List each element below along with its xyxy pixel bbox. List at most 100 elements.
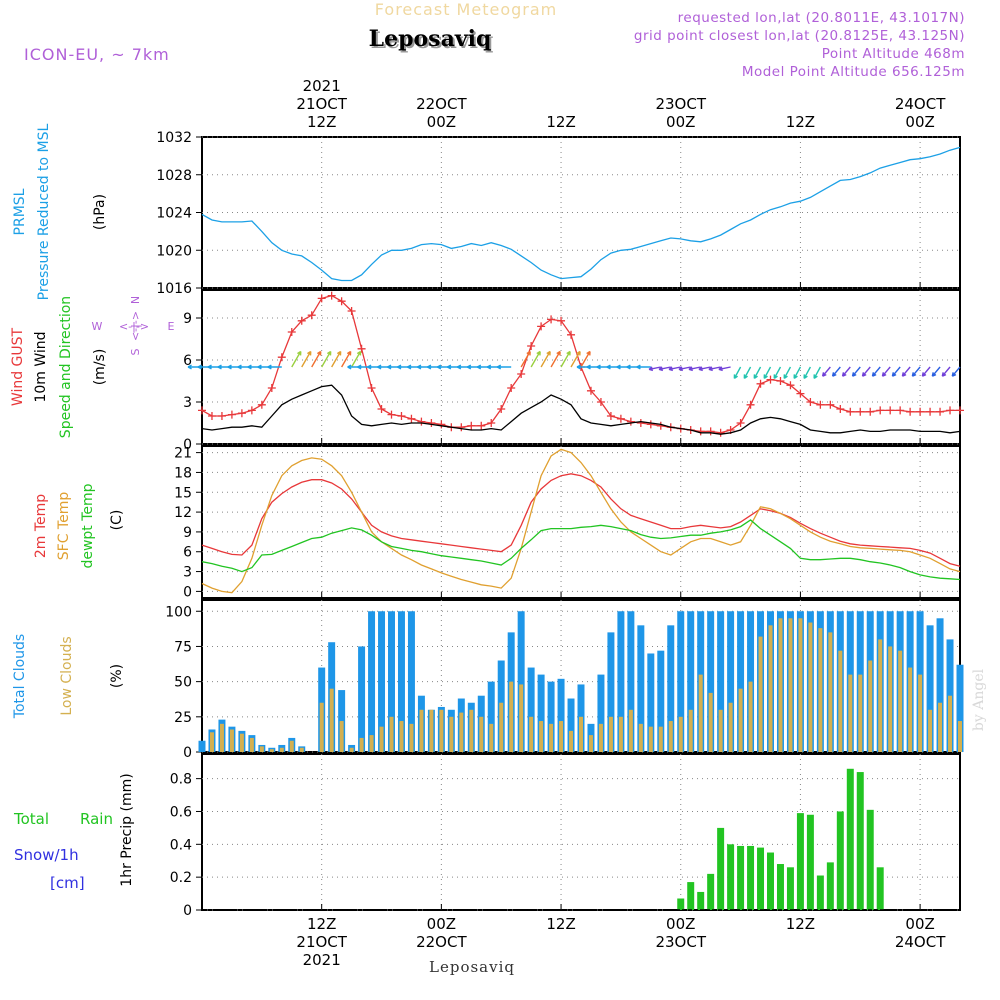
total-clouds-label: Total Clouds	[12, 634, 28, 719]
gust-marker	[596, 398, 605, 406]
gust-marker	[956, 406, 964, 415]
temperature-ytick-label: 21	[174, 446, 192, 462]
rain-bar	[747, 845, 755, 910]
total-clouds-bar	[687, 611, 695, 752]
wind-direction-arrow	[580, 350, 591, 368]
gust-marker	[497, 405, 506, 413]
low-clouds-bar	[798, 618, 803, 752]
wind-direction-arrow	[881, 366, 891, 377]
wind-direction-arrow	[921, 366, 931, 377]
low-clouds-bar	[898, 650, 903, 752]
low-clouds-bar	[668, 721, 673, 752]
gust-marker	[407, 414, 416, 423]
rain-bar	[806, 814, 814, 910]
rain-bar	[796, 813, 804, 910]
clouds-ytick-label: 25	[174, 710, 192, 726]
top-time-label: 12Z	[786, 113, 815, 131]
gust-marker	[786, 381, 795, 390]
gust-marker	[806, 398, 815, 406]
total-clouds-bar	[637, 625, 645, 752]
total-clouds-bar	[657, 650, 665, 752]
wind-direction-arrow	[570, 350, 581, 368]
wind-direction-arrow	[311, 350, 322, 368]
top-time-label: 12Z	[307, 113, 336, 131]
low-clouds-bar	[519, 684, 524, 752]
total-clouds-bar	[667, 625, 675, 752]
total-clouds-bar	[557, 678, 565, 752]
low-clouds-bar	[788, 618, 793, 752]
gust-marker	[517, 370, 526, 378]
low-clouds-bar	[738, 688, 743, 752]
total-clouds-bar	[677, 611, 685, 752]
temp-unit: (C)	[109, 510, 125, 531]
gust-marker	[217, 412, 226, 420]
rain-bar	[816, 875, 824, 910]
low-clouds-bar	[868, 660, 873, 752]
info-line-1: requested lon,lat (20.8011E, 43.1017N)	[678, 10, 965, 26]
low-clouds-bar	[359, 737, 364, 752]
info-line-2: grid point closest lon,lat (20.8125E, 43…	[634, 28, 965, 44]
gust-marker	[736, 419, 745, 427]
low-clouds-bar	[239, 733, 244, 752]
dewpt-temp-line	[201, 519, 961, 581]
bottom-time-label: 21OCT	[296, 933, 347, 951]
low-clouds-bar	[608, 716, 613, 752]
top-time-label: 21OCT	[296, 95, 347, 113]
gust-marker	[886, 406, 895, 415]
total-clouds-bar	[717, 611, 725, 752]
top-time-label: 2021	[303, 77, 341, 95]
total-clouds-bar	[368, 611, 376, 752]
low-clouds-bar	[658, 726, 663, 752]
low-clouds-bar	[509, 681, 514, 752]
top-time-label: 24OCT	[895, 95, 946, 113]
low-clouds-bar	[748, 681, 753, 752]
direction-horizontal-arrow: <-|->	[119, 320, 149, 333]
pressure-label-1: PRMSL	[12, 188, 28, 235]
total-clouds-bar	[487, 681, 495, 752]
wind-direction-arrow	[773, 366, 782, 379]
low-clouds-label: Low Clouds	[59, 636, 75, 715]
gust-marker	[876, 406, 885, 415]
gust-marker	[547, 315, 556, 324]
wind-unit: (m/s)	[92, 349, 108, 386]
low-clouds-bar	[948, 695, 953, 752]
wind-speed-dir-label: Speed and Direction	[58, 296, 74, 438]
total-clouds-bar	[397, 611, 405, 752]
wind-direction-arrow	[321, 350, 332, 368]
rain-bar	[786, 867, 794, 910]
total-clouds-bar	[378, 611, 386, 752]
gust-marker	[866, 407, 875, 416]
low-clouds-bar	[618, 716, 623, 752]
wind-direction-arrow	[821, 366, 831, 377]
total-clouds-bar	[537, 674, 545, 752]
wind-direction-arrow	[698, 366, 711, 372]
low-clouds-bar	[908, 667, 913, 752]
low-clouds-bar	[249, 737, 254, 752]
rain-bar	[757, 847, 765, 910]
gust-marker	[796, 389, 805, 398]
low-clouds-bar	[339, 721, 344, 752]
low-clouds-bar	[529, 716, 534, 752]
rain-bar	[687, 882, 695, 910]
gust-marker	[776, 377, 785, 385]
wind-direction-arrow	[648, 366, 661, 372]
gust-marker	[527, 342, 536, 350]
pressure-unit: (hPa)	[92, 194, 108, 230]
rain-bar	[836, 811, 844, 910]
low-clouds-bar	[918, 674, 923, 752]
direction-vertical-arrow: <-|->	[129, 311, 142, 341]
temperature-ytick-label: 6	[183, 545, 192, 561]
gust-marker	[297, 316, 306, 325]
temperature-ytick-label: 18	[174, 465, 192, 481]
low-clouds-bar	[479, 716, 484, 752]
low-clouds-bar	[489, 723, 494, 752]
rain-bar	[717, 827, 725, 910]
low-clouds-bar	[628, 709, 633, 752]
precipitation-ytick-label: 0.2	[170, 870, 192, 886]
gust-marker	[367, 384, 376, 392]
wind-direction-arrow	[861, 366, 871, 377]
low-clouds-bar	[259, 746, 264, 752]
low-clouds-bar	[569, 730, 574, 752]
direction-w: W	[92, 320, 103, 333]
